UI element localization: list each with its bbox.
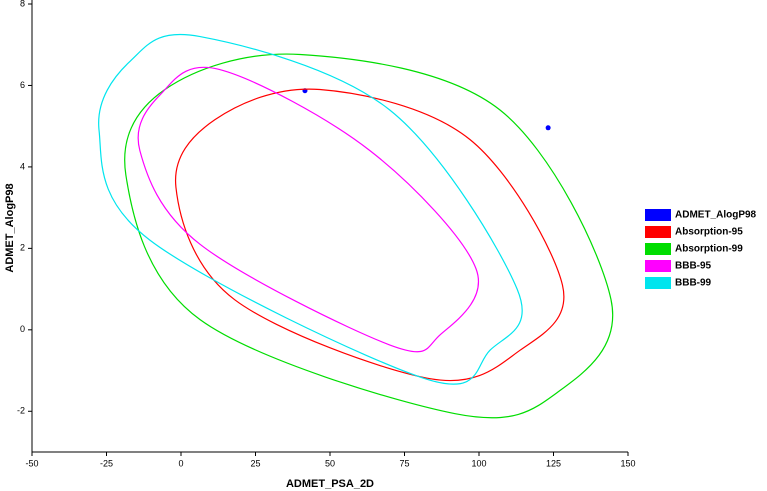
legend-label: Absorption-95	[675, 227, 743, 238]
confidence-ellipse	[124, 53, 614, 419]
y-tick-label: 8	[20, 0, 25, 8]
legend-swatch	[645, 260, 671, 272]
x-tick-label: 25	[250, 458, 260, 468]
legend-swatch	[645, 209, 671, 221]
x-axis-title: ADMET_PSA_2D	[286, 478, 374, 490]
legend-label: ADMET_AlogP98	[675, 210, 757, 221]
x-tick-label: 100	[471, 458, 486, 468]
x-tick-label: 50	[325, 458, 335, 468]
x-tick-label: -25	[100, 458, 113, 468]
legend-swatch	[645, 226, 671, 238]
legend-swatch	[645, 243, 671, 255]
y-tick-label: 4	[20, 161, 25, 171]
y-tick-label: 2	[20, 243, 25, 253]
x-tick-label: 150	[620, 458, 635, 468]
x-tick-label: -50	[25, 458, 38, 468]
confidence-ellipse	[137, 66, 479, 353]
x-tick-label: 75	[399, 458, 409, 468]
legend-label: BBB-99	[675, 278, 712, 289]
data-point	[545, 125, 551, 131]
y-tick-label: 0	[20, 324, 25, 334]
confidence-ellipse	[98, 33, 523, 385]
confidence-ellipse	[174, 88, 565, 382]
legend-label: Absorption-99	[675, 244, 743, 255]
x-tick-label: 125	[546, 458, 561, 468]
y-tick-label: 6	[20, 80, 25, 90]
y-axis-title: ADMET_AlogP98	[4, 183, 16, 272]
legend-swatch	[645, 277, 671, 289]
legend-label: BBB-95	[675, 261, 712, 272]
y-tick-label: -2	[17, 406, 25, 416]
x-tick-label: 0	[178, 458, 183, 468]
